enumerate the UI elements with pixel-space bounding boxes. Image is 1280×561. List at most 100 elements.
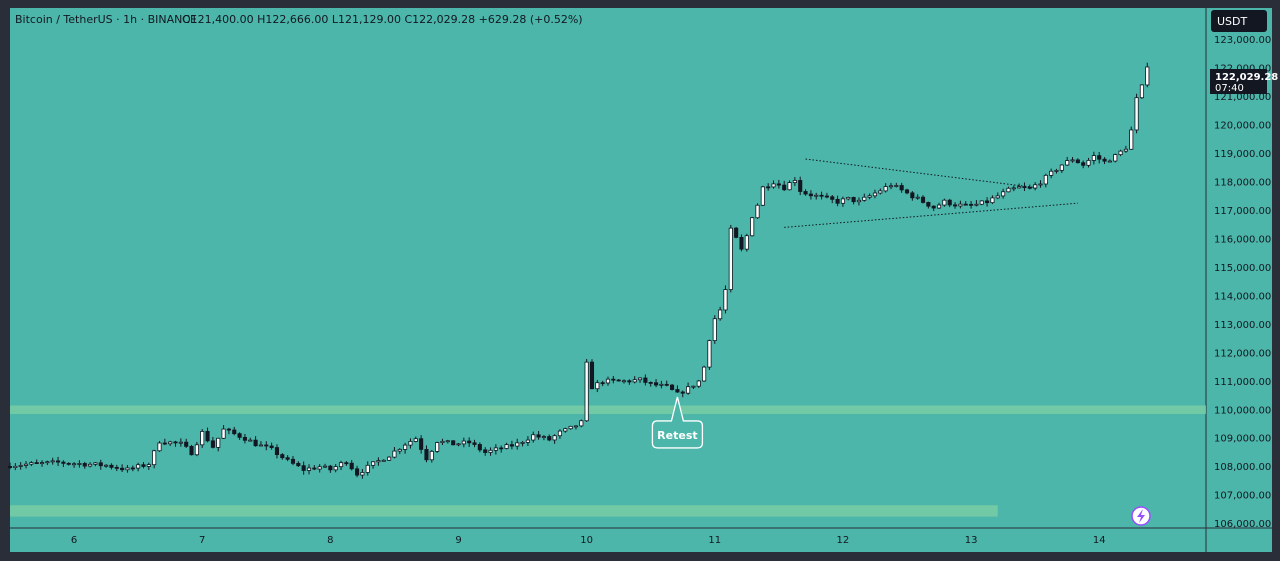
candle-body — [1017, 186, 1022, 189]
candle-body — [349, 462, 354, 470]
time-tick-label: 8 — [327, 535, 333, 546]
candle-body — [1134, 97, 1139, 131]
time-tick-label: 12 — [837, 535, 850, 546]
time-axis: 6 7 8 9 10 11 12 13 14 — [71, 535, 1106, 546]
ohlc-readout: O121,400.00 H122,666.00 L121,129.00 C122… — [182, 13, 583, 26]
currency-button[interactable]: USDT — [1211, 10, 1267, 32]
candle — [34, 459, 39, 465]
candle — [782, 180, 787, 192]
candle-body — [1086, 160, 1091, 166]
candle — [232, 426, 237, 436]
candle-body — [317, 466, 322, 470]
candle-body — [354, 468, 360, 476]
candle-body — [365, 464, 370, 473]
candle — [82, 461, 87, 469]
candle — [285, 455, 290, 462]
candle — [184, 438, 189, 448]
candle — [445, 439, 450, 444]
time-axis-background[interactable] — [10, 528, 1272, 552]
candle — [862, 193, 867, 202]
candle-body — [387, 456, 392, 461]
candle — [605, 376, 611, 386]
candle-body — [483, 449, 488, 453]
candle — [637, 377, 643, 383]
candle-body — [776, 183, 781, 186]
plot-background — [10, 8, 1206, 528]
candle-body — [1011, 187, 1016, 190]
candle — [808, 190, 813, 200]
candle — [1097, 151, 1102, 164]
candle — [707, 339, 712, 371]
candle-body — [376, 460, 381, 463]
candle-body — [958, 203, 963, 207]
candle-body — [205, 431, 210, 442]
candle-body — [1129, 129, 1134, 150]
candle-body — [568, 425, 573, 430]
candle-body — [995, 195, 1000, 199]
candle-body — [931, 205, 936, 209]
candle-body — [808, 193, 813, 197]
retest-callout[interactable]: Retest — [651, 396, 704, 449]
lightning-icon[interactable] — [1131, 506, 1151, 526]
candle-body — [413, 438, 418, 442]
candle-body — [451, 440, 456, 446]
candle-body — [563, 428, 568, 432]
candle — [55, 456, 61, 467]
candle — [899, 182, 904, 193]
candle — [216, 437, 221, 452]
price-tick-label: 121,000.00 — [1214, 92, 1271, 103]
candle — [72, 462, 77, 468]
candle — [1033, 182, 1038, 191]
candle-body — [728, 227, 733, 290]
candle-body — [253, 439, 258, 447]
candle-body — [760, 186, 765, 206]
candle-body — [173, 441, 178, 444]
candle-body — [1033, 184, 1038, 189]
candle-body — [627, 380, 632, 383]
candle-body — [45, 461, 50, 464]
candle — [680, 390, 685, 398]
time-tick-label: 6 — [71, 535, 77, 546]
candle — [728, 224, 733, 293]
candle — [264, 441, 269, 451]
candle-body — [306, 467, 312, 471]
candle — [1011, 185, 1016, 192]
price-tick-label: 114,000.00 — [1214, 291, 1271, 302]
candle-body — [536, 434, 541, 438]
candle-body — [712, 318, 717, 341]
candle — [1113, 153, 1118, 163]
symbol-title[interactable]: Bitcoin / TetherUS · 1h · BINANCE — [15, 13, 197, 26]
candle-body — [269, 445, 274, 448]
candle — [653, 379, 659, 388]
candle-body — [589, 361, 595, 390]
candle — [221, 425, 226, 439]
candle — [290, 455, 296, 466]
candle-body — [333, 466, 338, 471]
candle-body — [461, 440, 466, 445]
candle-body — [1081, 162, 1086, 166]
candle — [168, 440, 173, 446]
candle — [45, 460, 50, 466]
candle-body — [605, 378, 611, 384]
price-axis-background[interactable] — [1206, 8, 1272, 528]
candle — [856, 197, 862, 206]
candle-body — [200, 431, 205, 446]
candle-body — [429, 450, 434, 461]
candle-body — [974, 203, 979, 206]
candle — [120, 464, 125, 473]
candle — [942, 198, 947, 207]
candle — [952, 202, 958, 209]
candle-body — [643, 377, 648, 383]
candle-body — [755, 204, 760, 219]
candle — [467, 437, 472, 447]
candle-body — [766, 186, 771, 189]
candle — [1065, 156, 1070, 166]
candle — [547, 434, 552, 442]
candle — [451, 440, 456, 446]
candle — [573, 425, 579, 430]
candle — [1075, 158, 1080, 164]
candle — [1086, 157, 1091, 168]
candle — [1107, 159, 1112, 163]
